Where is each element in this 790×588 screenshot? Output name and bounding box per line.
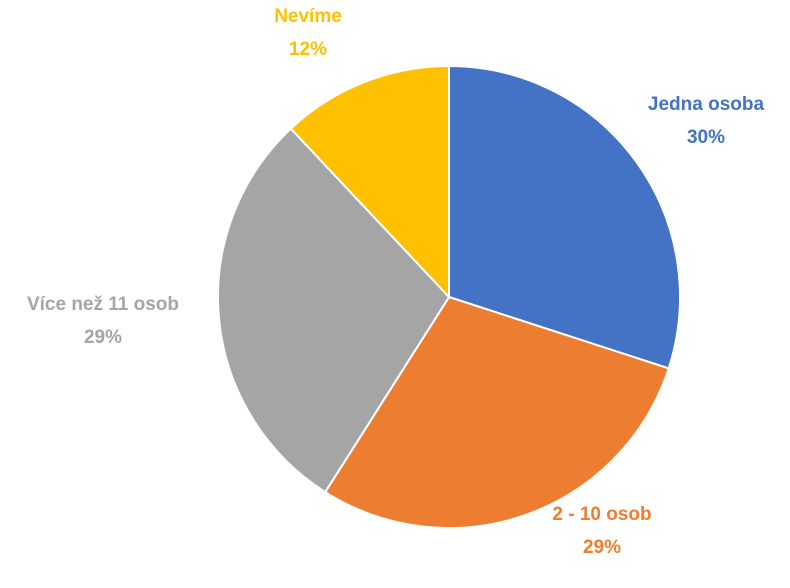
pie-slice-2-10-osob — [323, 295, 670, 529]
slice-category-label: Více než 11 osob — [27, 294, 179, 315]
pie-slice-jedna-osoba — [448, 64, 681, 370]
slice-value-label: 30% — [687, 127, 725, 148]
pie-slices — [217, 64, 681, 529]
pie-slice-vice-nez-11-osob — [217, 127, 451, 494]
slice-value-label: 29% — [84, 327, 122, 348]
slice-category-label: Jedna osoba — [648, 94, 765, 115]
slice-category-label: Nevíme — [274, 6, 342, 27]
pie-labels: Jedna osoba 30%2 - 10 osob 29%Více než 11 … — [27, 6, 765, 558]
slice-value-label: 29% — [583, 537, 621, 558]
slice-value-label: 12% — [289, 39, 327, 60]
slice-category-label: 2 - 10 osob — [552, 504, 651, 525]
slice-label-nevime: Nevíme 12% — [274, 6, 342, 60]
slice-label-vice-nez-11-osob: Více než 11 osob 29% — [27, 294, 179, 348]
slice-label-2-10-osob: 2 - 10 osob 29% — [552, 504, 651, 558]
pie-slice-nevime — [289, 64, 450, 300]
slice-label-jedna-osoba: Jedna osoba 30% — [648, 94, 765, 148]
